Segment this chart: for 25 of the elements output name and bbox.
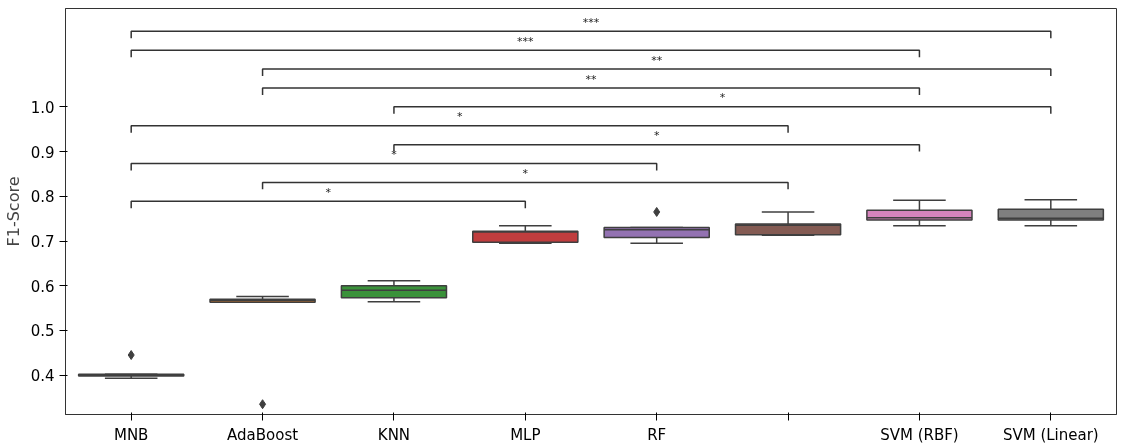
y-tick-label: 1.0 [30,98,55,117]
x-tick-label: AdaBoost [227,425,299,444]
annotation: * [456,110,463,124]
x-tick-label: KNN [377,425,411,444]
x-tick-label: MLP [510,425,541,444]
y-tick-label: 0.9 [30,143,55,162]
y-tick-label: 0.8 [30,188,55,207]
annotation: * [391,148,398,162]
annotation: * [653,129,660,143]
annotation: * [522,166,529,180]
annotation: ** [651,53,663,67]
y-tick-label: 0.4 [30,367,55,386]
y-axis-title: F1-Score [3,176,23,247]
annotation: *** [517,34,535,48]
y-tick-label: 0.5 [30,322,55,341]
y-tick-label: 0.7 [30,233,55,252]
x-tick-label: MNB [113,425,149,444]
annotation: * [325,185,332,199]
annotation: *** [582,15,600,29]
x-tick-label: SVM (Linear) [1002,425,1099,444]
annotation: * [719,91,726,105]
annotation: ** [585,72,597,86]
x-tick-label: SVM (RBF) [880,425,959,444]
x-tick-label: RF [647,425,667,444]
y-tick-label: 0.6 [30,277,55,296]
